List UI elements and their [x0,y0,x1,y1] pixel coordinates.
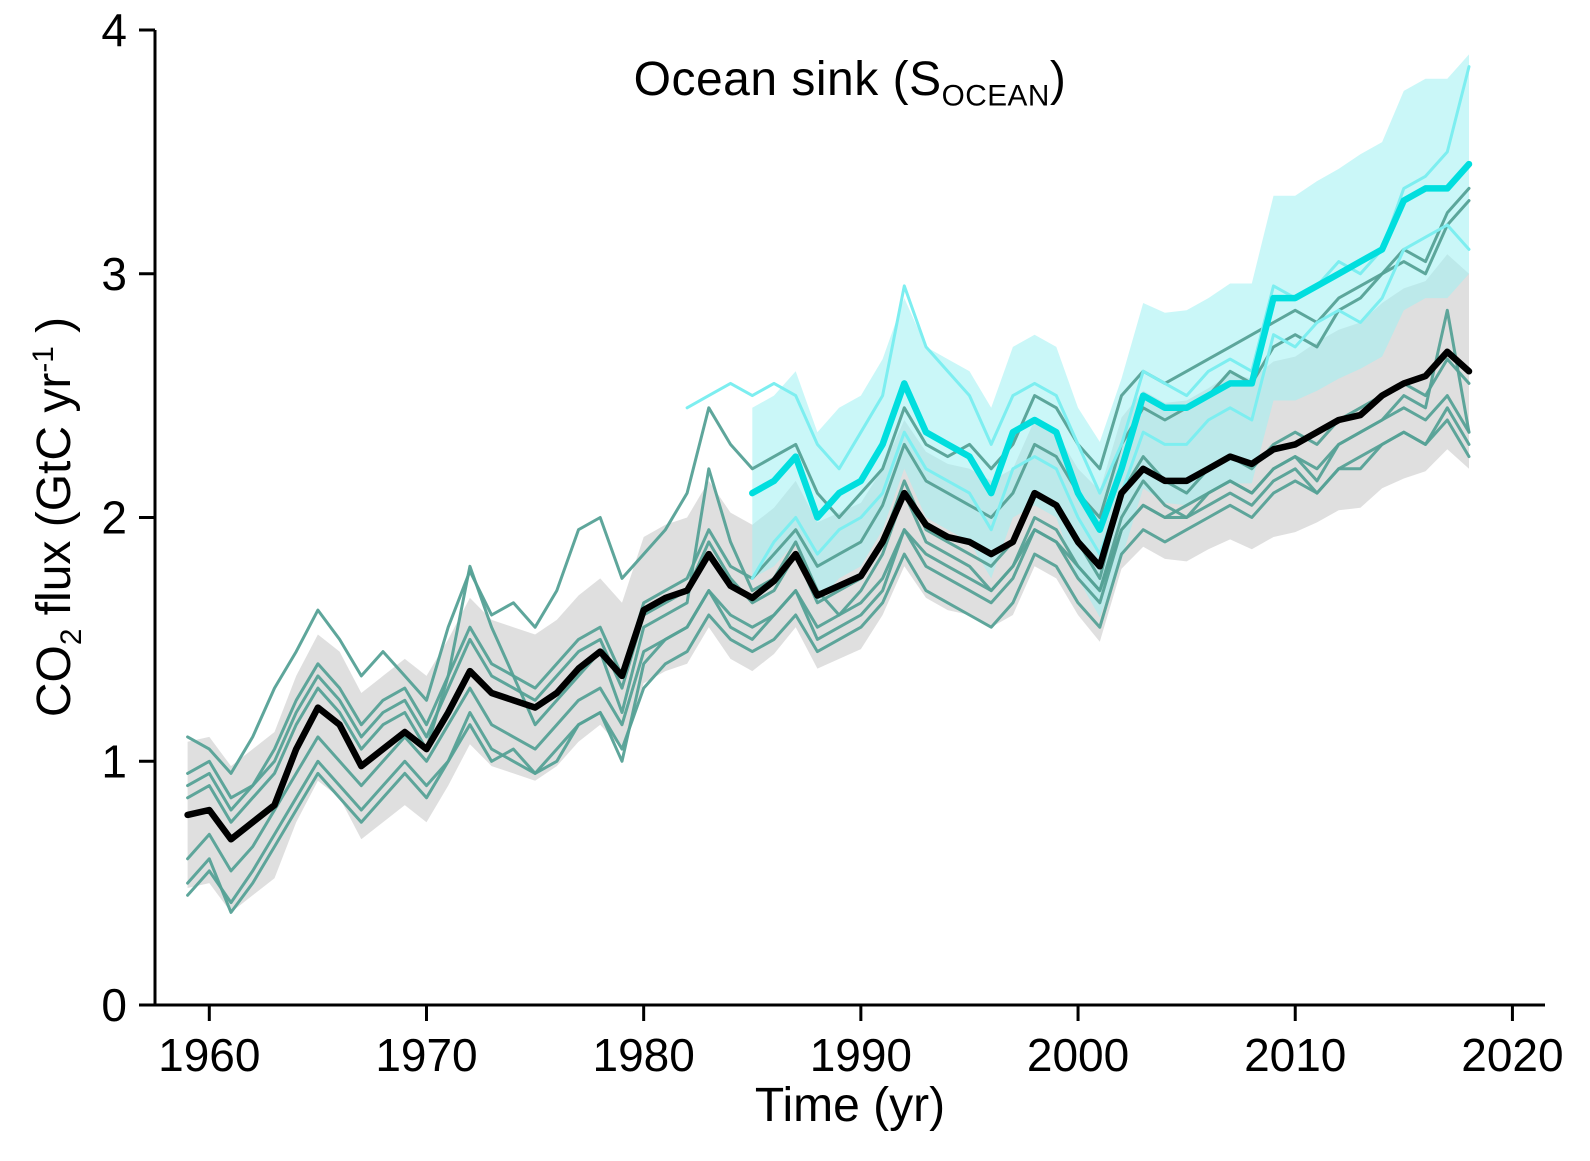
x-axis-label: Time (yr) [754,1079,946,1132]
y-tick-label: 0 [101,979,127,1031]
x-tick-label: 2000 [1027,1029,1129,1081]
data-product-mean-line [749,160,1473,533]
y-tick-label: 2 [101,492,127,544]
model-line [186,308,1471,824]
x-tick-label: 2020 [1461,1029,1563,1081]
chart-title-post: ) [1049,53,1067,106]
y-label-flux: flux (GtC yr [28,372,82,629]
chart-title-subscript: OCEAN [941,79,1050,113]
y-label-sup-minus1: -1 [27,346,61,373]
y-label-sub2: 2 [54,628,88,646]
x-tick-label: 2010 [1244,1029,1346,1081]
x-tick-label: 1980 [593,1029,695,1081]
model-line [186,406,1471,873]
x-tick-label: 1970 [375,1029,477,1081]
x-tick-label: 1960 [158,1029,260,1081]
cyan-uncertainty-band [752,54,1469,618]
y-tick-label: 4 [101,4,127,56]
x-tick-label: 1990 [810,1029,912,1081]
y-label-close: ) [28,316,82,347]
data-product-line [685,65,1471,495]
y-tick-label: 1 [101,735,127,787]
chart-title: Ocean sink (SOCEAN) [155,52,1545,114]
model-line [186,418,1471,905]
y-label-co: CO [28,645,82,718]
chart-title-pre: Ocean sink (S [633,53,942,106]
ensemble-mean-line [184,348,1473,843]
y-axis-label: CO2 flux (GtC yr-1 ) [27,317,89,717]
y-tick-label: 3 [101,248,127,300]
